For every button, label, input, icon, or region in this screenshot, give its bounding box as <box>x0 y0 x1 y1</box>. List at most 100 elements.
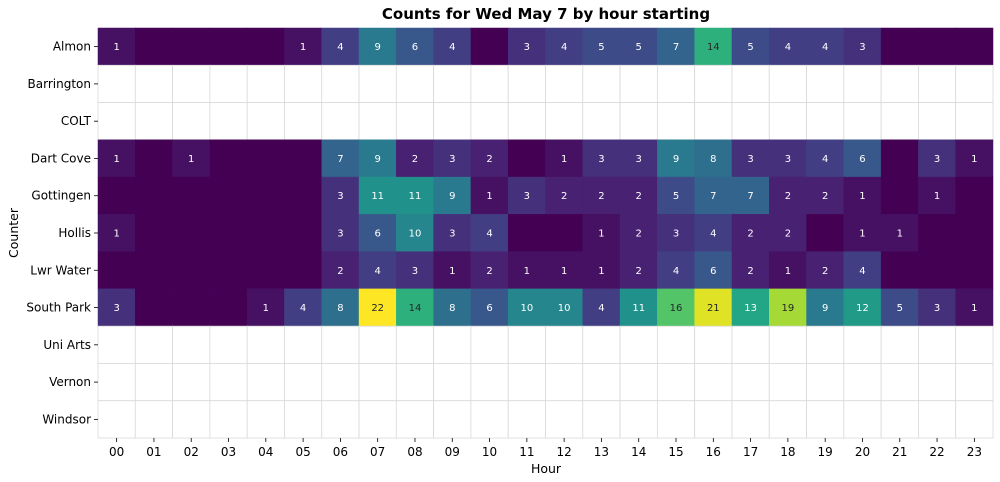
chart-title: Counts for Wed May 7 by hour starting <box>382 5 710 23</box>
heatmap-cell <box>545 400 584 439</box>
heatmap-cell <box>880 64 919 103</box>
heatmap-cell <box>209 102 248 141</box>
heatmap-cell-label: 3 <box>449 154 455 165</box>
heatmap-cell-label: 3 <box>449 229 455 240</box>
heatmap-cell <box>806 288 845 327</box>
heatmap-cell-label: 3 <box>747 154 753 165</box>
heatmap-cell-label: 14 <box>707 42 720 53</box>
x-axis-ticks: 00 01 02 03 04 05 06 07 08 09 10 11 12 13 14 15 16 17 18 19… <box>109 438 982 459</box>
x-tick-label: 17 <box>743 445 758 459</box>
heatmap-cell <box>507 325 546 364</box>
heatmap-cell-label: 16 <box>670 303 683 314</box>
heatmap-cell <box>731 325 770 364</box>
heatmap-cell-label: 1 <box>561 266 567 277</box>
heatmap-cell <box>806 139 845 178</box>
heatmap-cell <box>545 251 584 290</box>
heatmap-cell-label: 3 <box>859 42 865 53</box>
heatmap-cell <box>731 400 770 439</box>
y-tick-label: Lwr Water <box>30 263 91 277</box>
heatmap-cell <box>246 325 285 364</box>
heatmap-cell <box>619 176 658 215</box>
heatmap-cell-label: 4 <box>822 154 828 165</box>
heatmap-cell-label: 2 <box>822 266 828 277</box>
heatmap-cell <box>918 176 956 215</box>
heatmap-cell <box>246 64 285 103</box>
heatmap-cell <box>955 176 994 215</box>
x-tick-label: 14 <box>631 445 646 459</box>
heatmap-cell <box>172 139 211 178</box>
heatmap-cell-label: 10 <box>409 229 422 240</box>
heatmap-cell <box>694 27 733 66</box>
heatmap-cell <box>134 400 173 439</box>
heatmap-cell-label: 3 <box>524 42 530 53</box>
heatmap-cell-label: 1 <box>598 266 604 277</box>
heatmap-cell <box>358 64 397 103</box>
x-axis-label: Hour <box>531 461 562 476</box>
x-tick-label: 11 <box>519 445 534 459</box>
heatmap-cell <box>97 325 136 364</box>
heatmap-cell-label: 2 <box>412 154 418 165</box>
heatmap-cell <box>545 139 584 178</box>
heatmap-cell <box>545 64 584 103</box>
heatmap-cell <box>507 251 546 290</box>
x-tick-label: 06 <box>333 445 348 459</box>
heatmap-cell <box>97 139 136 178</box>
heatmap-cell-label: 4 <box>337 42 343 53</box>
x-tick-label: 01 <box>146 445 161 459</box>
x-tick-label: 18 <box>780 445 795 459</box>
heatmap-cell <box>97 64 136 103</box>
heatmap-cell-label: 2 <box>747 229 753 240</box>
heatmap-cell <box>321 288 360 327</box>
heatmap-cell <box>843 325 882 364</box>
heatmap-cell <box>769 214 807 252</box>
heatmap-cell-label: 11 <box>632 303 645 314</box>
heatmap-cell-label: 4 <box>710 229 716 240</box>
heatmap-cell-label: 2 <box>598 191 604 202</box>
y-tick-label: Almon <box>53 40 91 54</box>
heatmap-cell <box>209 400 248 439</box>
heatmap-cell <box>395 363 435 402</box>
y-tick-label: Windsor <box>42 412 91 426</box>
heatmap-cell-label: 10 <box>520 303 533 314</box>
x-tick-label: 22 <box>929 445 944 459</box>
heatmap-cell <box>358 214 397 252</box>
heatmap-cell-label: 3 <box>598 154 604 165</box>
heatmap-cell <box>955 27 994 66</box>
x-tick-label: 05 <box>295 445 310 459</box>
heatmap-cell <box>209 214 248 252</box>
heatmap-cell <box>395 64 435 103</box>
heatmap-cell <box>172 176 211 215</box>
heatmap-cell <box>321 325 360 364</box>
y-tick-label: Dart Cove <box>31 151 91 165</box>
heatmap-cell-label: 9 <box>375 154 381 165</box>
heatmap-cell <box>955 214 994 252</box>
heatmap-cell <box>582 251 621 290</box>
heatmap-cell <box>246 400 285 439</box>
heatmap-cell <box>955 288 994 327</box>
heatmap-cell-label: 5 <box>897 303 903 314</box>
heatmap-cell <box>284 325 323 364</box>
heatmap-cell-label: 3 <box>337 191 343 202</box>
heatmap-cell <box>433 400 472 439</box>
heatmap-cell <box>656 325 696 364</box>
heatmap-cell <box>284 400 323 439</box>
heatmap-cell <box>433 325 472 364</box>
heatmap-cell <box>433 251 472 290</box>
heatmap-cell <box>582 214 621 252</box>
heatmap-cell <box>657 251 695 290</box>
heatmap-cell <box>507 27 546 66</box>
heatmap-cell <box>246 363 285 402</box>
x-tick-label: 08 <box>407 445 422 459</box>
heatmap-cell-label: 5 <box>598 42 604 53</box>
heatmap-cell-label: 1 <box>486 191 492 202</box>
heatmap-cell-label: 5 <box>673 191 679 202</box>
heatmap-cell <box>619 64 658 103</box>
heatmap-cell-label: 4 <box>486 229 492 240</box>
heatmap-cells <box>97 27 994 439</box>
heatmap-cell-label: 9 <box>449 191 455 202</box>
heatmap-cell <box>880 363 919 402</box>
heatmap-cell <box>582 102 621 141</box>
heatmap-cell <box>470 176 509 215</box>
heatmap-cell <box>918 325 957 364</box>
heatmap-cell <box>321 64 360 103</box>
